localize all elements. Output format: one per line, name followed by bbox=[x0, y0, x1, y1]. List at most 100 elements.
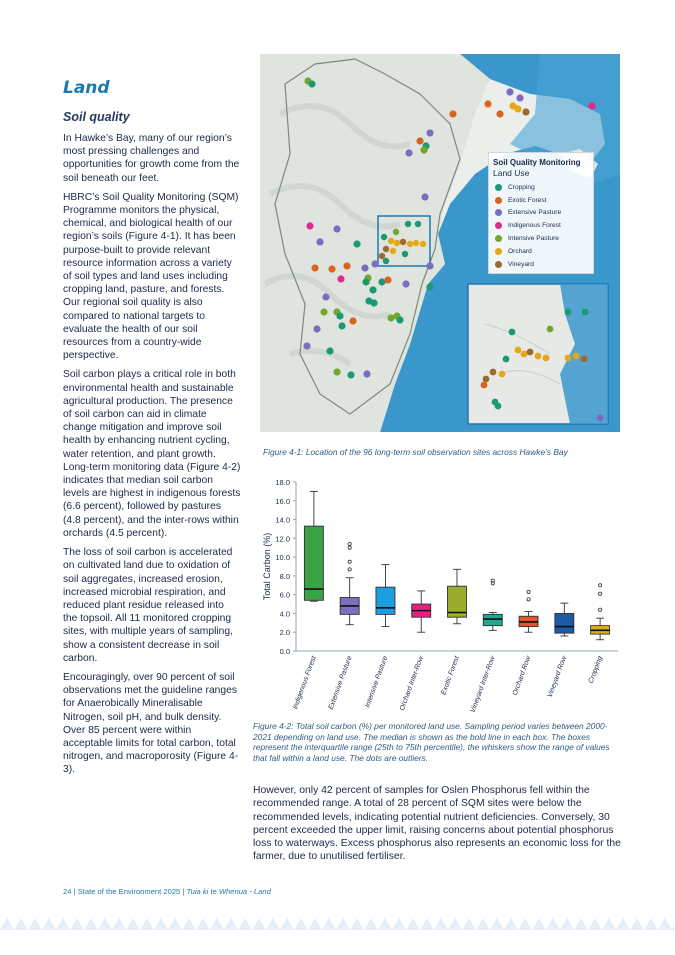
legend-title: Soil Quality Monitoring bbox=[493, 158, 581, 167]
outlier-point bbox=[347, 545, 352, 550]
footer-separator: | bbox=[73, 887, 76, 896]
footer-triangle bbox=[504, 918, 518, 930]
boxplot-svg: 0.0 2.0 4.0 6.0 8.0 10.0 12.0 14.0 16.0 18.0 Total… bbox=[262, 478, 618, 714]
figure-4-2-caption: Figure 4-2: Total soil carbon (%) per mo… bbox=[253, 721, 610, 763]
legend-label: Extensive Pasture bbox=[508, 209, 562, 217]
x-tick-label: Extensive Pasture bbox=[328, 655, 354, 711]
footer-triangle bbox=[126, 918, 140, 930]
left-column: Land Soil quality In Hawke’s Bay, many o… bbox=[63, 78, 241, 783]
legend-label: Orchard bbox=[508, 247, 532, 255]
footer-triangle bbox=[294, 918, 308, 930]
footer-triangle bbox=[14, 918, 28, 930]
legend-item: Extensive Pasture bbox=[489, 207, 593, 220]
legend-label: Cropping bbox=[508, 183, 535, 191]
footer-triangle bbox=[518, 918, 532, 930]
section-label: Tuia ki te Whenua - Land bbox=[186, 887, 271, 896]
body-paragraph: Encouragingly, over 90 percent of soil o… bbox=[63, 671, 239, 776]
legend-item: Indigenous Forest bbox=[489, 219, 593, 232]
footer-separator: | bbox=[182, 887, 185, 896]
footer-triangle bbox=[252, 918, 266, 930]
footer-triangle bbox=[196, 918, 210, 930]
footer-triangle bbox=[616, 918, 630, 930]
legend-item: Cropping bbox=[489, 181, 593, 194]
box-vineyard-row bbox=[554, 612, 575, 634]
x-tick-label: Vineyard Inter-Row bbox=[470, 654, 497, 713]
footer-triangle bbox=[154, 918, 168, 930]
y-tick-label: 16.0 bbox=[275, 497, 290, 506]
legend-item: Intensive Pasture bbox=[489, 232, 593, 245]
footer-triangle bbox=[476, 918, 490, 930]
footer-triangle bbox=[560, 918, 574, 930]
legend-label: Exotic Forest bbox=[508, 196, 547, 204]
footer-triangle bbox=[210, 918, 224, 930]
box-indigenous-forest bbox=[303, 525, 324, 601]
footer-triangle bbox=[140, 918, 154, 930]
x-tick-label: Intensive Pasture bbox=[364, 655, 389, 708]
footer-triangle bbox=[602, 918, 616, 930]
legend-label: Vineyard bbox=[508, 260, 534, 268]
footer-triangle bbox=[462, 918, 476, 930]
map-legend: Soil Quality Monitoring Land Use Croppin… bbox=[488, 152, 594, 274]
footer-triangle bbox=[182, 918, 196, 930]
footer-triangle bbox=[350, 918, 364, 930]
legend-swatch bbox=[495, 196, 502, 204]
footer-triangle bbox=[658, 918, 672, 930]
outlier-point bbox=[598, 607, 603, 612]
report-title: State of the Environment 2025 bbox=[77, 887, 181, 896]
legend-subtitle: Land Use bbox=[493, 168, 530, 178]
footer-triangle bbox=[42, 918, 56, 930]
footer-triangle bbox=[574, 918, 588, 930]
footer-triangle bbox=[588, 918, 602, 930]
legend-swatch bbox=[495, 260, 502, 268]
footer-triangle bbox=[266, 918, 280, 930]
footer-triangle bbox=[406, 918, 420, 930]
footer-triangle bbox=[0, 918, 14, 930]
footer-triangle bbox=[280, 918, 294, 930]
page-number: 24 bbox=[63, 887, 72, 896]
x-tick-label: Orchard Row bbox=[512, 654, 533, 696]
region-boundary bbox=[274, 58, 461, 415]
footer-triangle bbox=[532, 918, 546, 930]
inset-locator-box bbox=[377, 215, 431, 267]
body-paragraph: However, only 42 percent of samples for … bbox=[253, 785, 621, 863]
footer-triangle bbox=[84, 918, 98, 930]
x-tick-label: Exotic Forest bbox=[440, 654, 461, 696]
figure-4-1-caption: Figure 4-1: Location of the 96 long-term… bbox=[263, 447, 568, 457]
footer-triangle bbox=[644, 918, 658, 930]
legend-label: Indigenous Forest bbox=[508, 222, 561, 230]
box-intensive-pasture bbox=[375, 586, 396, 615]
soil-carbon-boxplot: 0.0 2.0 4.0 6.0 8.0 10.0 12.0 14.0 16.0 18.0 Total… bbox=[256, 470, 626, 715]
footer-triangle bbox=[378, 918, 392, 930]
y-tick-label: 18.0 bbox=[275, 478, 290, 487]
legend-swatch bbox=[495, 247, 502, 255]
outlier-point bbox=[490, 578, 495, 583]
soil-monitoring-map: Soil Quality Monitoring Land Use Croppin… bbox=[260, 54, 620, 432]
footer-triangle bbox=[364, 918, 378, 930]
footer-triangle bbox=[168, 918, 182, 930]
outlier-point bbox=[526, 589, 531, 594]
legend-item: Exotic Forest bbox=[489, 194, 593, 207]
box-exotic-forest bbox=[447, 585, 467, 618]
footer-pattern bbox=[0, 918, 675, 930]
sea-shade bbox=[510, 54, 620, 184]
legend-swatch bbox=[495, 235, 502, 243]
legend-label: Intensive Pasture bbox=[508, 235, 559, 243]
legend-item: Orchard bbox=[489, 245, 593, 258]
body-paragraph: Soil carbon plays a critical role in bot… bbox=[63, 369, 241, 539]
footer-triangle bbox=[546, 918, 560, 930]
legend-swatch bbox=[495, 222, 502, 230]
outlier-point bbox=[526, 597, 531, 602]
legend-swatch bbox=[495, 183, 502, 191]
y-axis-label: Total Carbon (%) bbox=[262, 533, 272, 601]
outlier-point bbox=[598, 583, 603, 588]
footer-triangle bbox=[420, 918, 434, 930]
legend-item: Vineyard bbox=[489, 258, 593, 271]
body-paragraph: In Hawke’s Bay, many of our region’s mos… bbox=[63, 133, 240, 184]
y-tick-label: 12.0 bbox=[275, 534, 290, 543]
body-paragraph: The loss of soil carbon is accelerated o… bbox=[63, 547, 233, 664]
outlier-point bbox=[347, 541, 352, 546]
inset-map bbox=[467, 283, 609, 425]
x-tick-label: Vineyard Row bbox=[547, 654, 569, 698]
footer-triangle bbox=[630, 918, 644, 930]
y-tick-label: 4.0 bbox=[280, 609, 290, 618]
